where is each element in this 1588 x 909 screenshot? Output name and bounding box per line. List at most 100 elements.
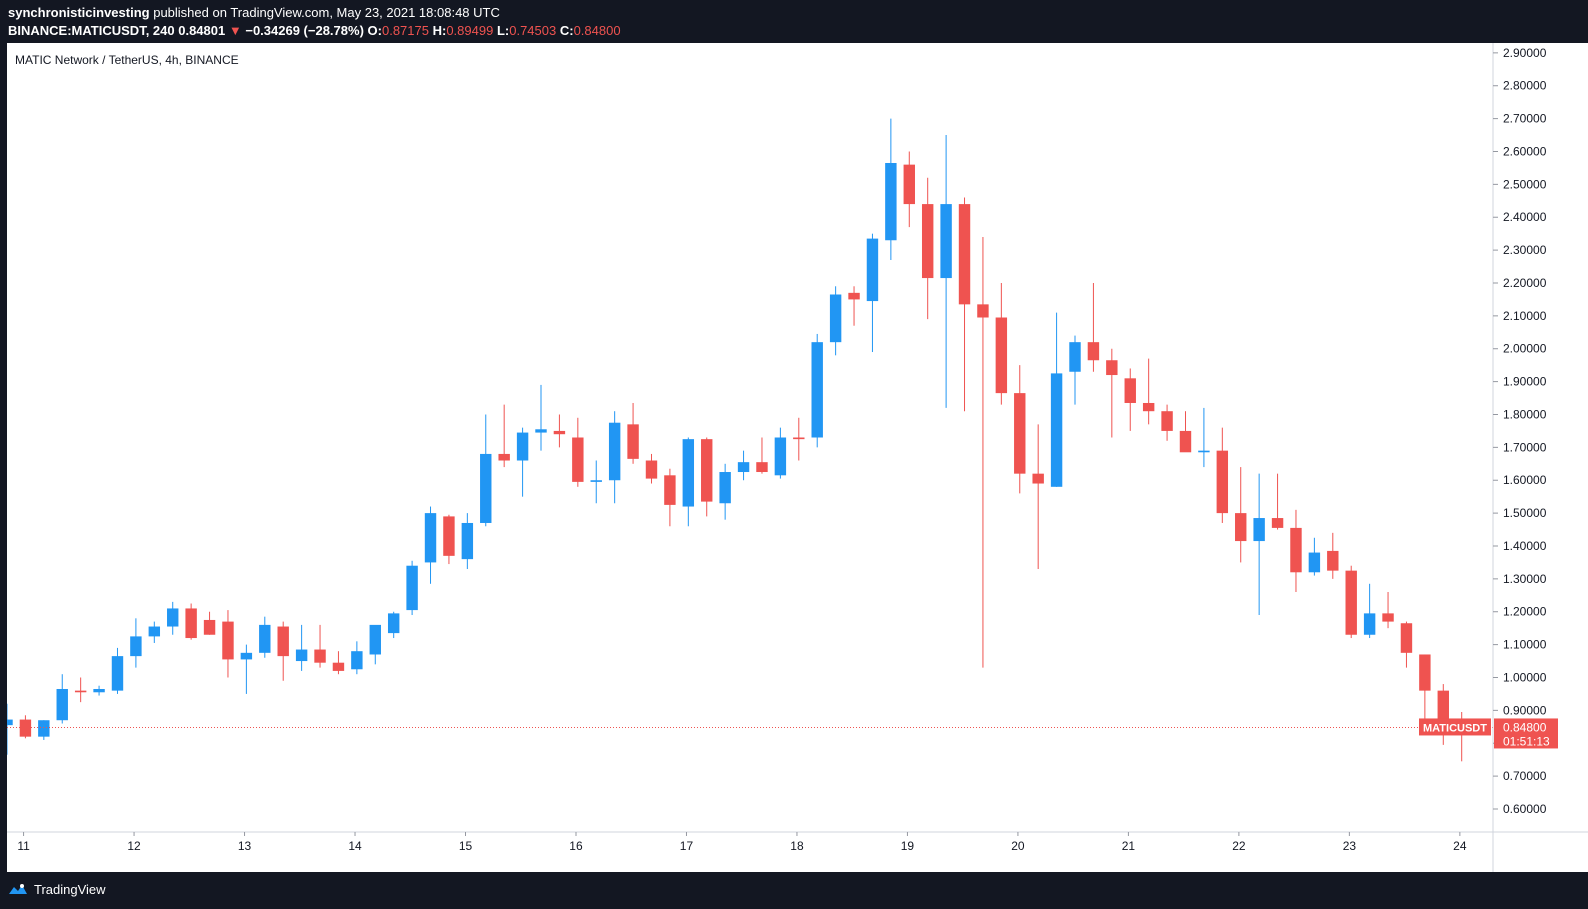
candle (1290, 509, 1302, 593)
candle (627, 402, 639, 464)
y-tick-label: 1.40000 (1503, 539, 1547, 553)
candle-body (1161, 411, 1173, 431)
candle (222, 610, 234, 678)
close-value: 0.84800 (573, 23, 621, 38)
high-value: 0.89499 (446, 23, 494, 38)
publisher-line: synchronisticinvesting published on Trad… (8, 4, 621, 22)
candle-body (277, 626, 289, 657)
candle (903, 151, 915, 228)
candle-body (719, 472, 731, 504)
candle (1345, 565, 1357, 639)
candle (1032, 424, 1044, 569)
candle (480, 414, 492, 527)
candle (19, 715, 32, 739)
candle (387, 611, 400, 639)
candle (443, 514, 455, 565)
candle-body (93, 688, 105, 693)
candle (958, 197, 971, 412)
chart-container[interactable]: MATIC Network / TetherUS, 4h, BINANCE 0.… (1, 43, 1588, 872)
x-tick-label: 15 (459, 839, 473, 853)
candle (1308, 537, 1321, 576)
candle-body (19, 719, 32, 737)
y-tick-label: 0.60000 (1503, 802, 1547, 816)
candle-body (1050, 373, 1063, 487)
candle-body (1290, 527, 1302, 573)
candle-body (130, 636, 142, 657)
y-tick-label: 2.00000 (1503, 342, 1547, 356)
candle (1419, 654, 1431, 719)
candle-body (351, 651, 363, 670)
y-tick-label: 1.60000 (1503, 473, 1547, 487)
candle-body (222, 621, 234, 660)
candle (1161, 404, 1173, 441)
candle (921, 177, 934, 320)
y-tick-label: 1.00000 (1503, 670, 1547, 684)
candle-body (240, 652, 253, 660)
candle-body (1216, 450, 1229, 514)
candle-body (295, 649, 308, 662)
candle-body (369, 624, 381, 655)
candle (848, 286, 860, 326)
candle-body (995, 317, 1008, 394)
candle-body (38, 720, 50, 737)
candle (461, 513, 474, 569)
candle-body (958, 204, 971, 305)
y-tick-label: 2.60000 (1503, 144, 1547, 158)
candle (1363, 583, 1376, 639)
candle-body (1014, 393, 1026, 474)
candle-body (516, 432, 529, 461)
symbol-line: BINANCE:MATICUSDT, 240 (8, 23, 175, 38)
candle (277, 621, 289, 681)
footer: TradingView (8, 876, 106, 902)
candle (351, 641, 363, 675)
candle-body (608, 422, 621, 481)
candle-body (774, 437, 787, 476)
candle (1179, 411, 1192, 453)
candle-body (74, 690, 87, 693)
candle (516, 427, 529, 497)
y-tick-label: 2.50000 (1503, 177, 1547, 191)
y-tick-label: 2.30000 (1503, 243, 1547, 257)
candle-body (866, 238, 879, 302)
close-label: C: (559, 23, 574, 38)
candle-body (424, 513, 437, 563)
candle (1014, 365, 1026, 494)
candle (737, 450, 750, 481)
candle-body (1, 719, 13, 726)
candle (1, 703, 13, 755)
candle-body (1179, 430, 1192, 453)
candle-body (977, 304, 989, 318)
candle-body (1253, 518, 1265, 542)
y-tick-label: 0.70000 (1503, 769, 1547, 783)
candle-body (1308, 552, 1321, 573)
candle-body (903, 164, 915, 205)
candle-body (1235, 513, 1247, 542)
author-name[interactable]: synchronisticinvesting (8, 5, 150, 20)
tradingview-logo-icon[interactable] (8, 883, 28, 895)
candle (829, 286, 842, 356)
candlestick-chart[interactable]: MATIC Network / TetherUS, 4h, BINANCE 0.… (1, 43, 1588, 872)
candle (56, 674, 68, 724)
candle (1235, 467, 1247, 563)
y-tick-label: 2.70000 (1503, 112, 1547, 126)
candle (866, 233, 879, 353)
y-tick-label: 1.90000 (1503, 375, 1547, 389)
candle-body (572, 437, 584, 482)
x-tick-label: 12 (127, 839, 141, 853)
candle-body (682, 439, 695, 507)
candle (1124, 368, 1136, 431)
published-text: published on TradingView.com, May 23, 20… (153, 5, 500, 20)
candle (645, 453, 658, 484)
y-tick-label: 2.40000 (1503, 210, 1547, 224)
publish-info: synchronisticinvesting published on Trad… (8, 4, 621, 40)
candle (590, 460, 602, 504)
x-tick-label: 14 (348, 839, 362, 853)
candle (1253, 473, 1265, 616)
candle (130, 618, 142, 668)
y-tick-label: 1.20000 (1503, 605, 1547, 619)
candle (167, 601, 179, 635)
candle-body (203, 619, 216, 635)
candle (793, 417, 805, 461)
footer-brand[interactable]: TradingView (34, 881, 106, 897)
